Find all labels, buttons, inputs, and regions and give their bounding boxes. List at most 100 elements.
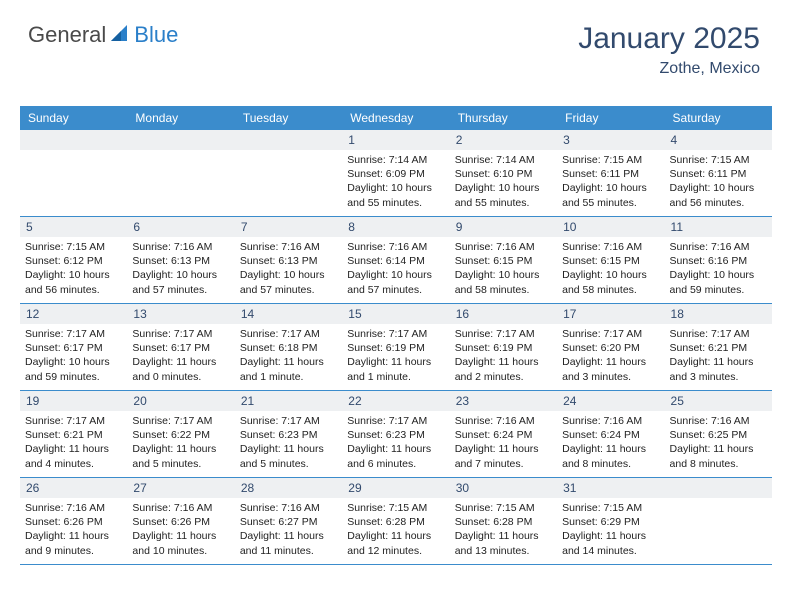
day-cell: 3Sunrise: 7:15 AMSunset: 6:11 PMDaylight…	[557, 130, 664, 216]
day-line: and 57 minutes.	[132, 283, 229, 297]
day-line: Sunrise: 7:16 AM	[455, 414, 552, 428]
day-number: 30	[450, 478, 557, 498]
day-number: 18	[665, 304, 772, 324]
day-body: Sunrise: 7:17 AMSunset: 6:17 PMDaylight:…	[20, 324, 127, 389]
day-line: Daylight: 11 hours	[670, 442, 767, 456]
day-line: Sunrise: 7:17 AM	[25, 327, 122, 341]
day-number: 19	[20, 391, 127, 411]
day-line: Daylight: 10 hours	[562, 181, 659, 195]
day-number: 28	[235, 478, 342, 498]
day-line: Daylight: 10 hours	[347, 181, 444, 195]
day-line: Sunset: 6:12 PM	[25, 254, 122, 268]
day-line: Sunrise: 7:16 AM	[132, 240, 229, 254]
day-line: Sunset: 6:22 PM	[132, 428, 229, 442]
day-body: Sunrise: 7:17 AMSunset: 6:17 PMDaylight:…	[127, 324, 234, 389]
day-number: 12	[20, 304, 127, 324]
week-row: 19Sunrise: 7:17 AMSunset: 6:21 PMDayligh…	[20, 391, 772, 478]
day-number: 16	[450, 304, 557, 324]
day-line: Sunrise: 7:15 AM	[562, 501, 659, 515]
day-line: Sunrise: 7:17 AM	[132, 414, 229, 428]
day-line: Daylight: 11 hours	[240, 442, 337, 456]
day-body: Sunrise: 7:16 AMSunset: 6:24 PMDaylight:…	[557, 411, 664, 476]
day-cell: 10Sunrise: 7:16 AMSunset: 6:15 PMDayligh…	[557, 217, 664, 303]
day-number: 10	[557, 217, 664, 237]
day-body: Sunrise: 7:15 AMSunset: 6:28 PMDaylight:…	[450, 498, 557, 563]
day-body: Sunrise: 7:16 AMSunset: 6:24 PMDaylight:…	[450, 411, 557, 476]
day-line: and 58 minutes.	[455, 283, 552, 297]
day-cell: 2Sunrise: 7:14 AMSunset: 6:10 PMDaylight…	[450, 130, 557, 216]
day-line: Sunrise: 7:17 AM	[562, 327, 659, 341]
day-line: Daylight: 10 hours	[455, 268, 552, 282]
day-line: Sunset: 6:19 PM	[347, 341, 444, 355]
day-cell: 28Sunrise: 7:16 AMSunset: 6:27 PMDayligh…	[235, 478, 342, 564]
day-cell: 31Sunrise: 7:15 AMSunset: 6:29 PMDayligh…	[557, 478, 664, 564]
day-line: Sunset: 6:29 PM	[562, 515, 659, 529]
day-line: Sunrise: 7:17 AM	[25, 414, 122, 428]
day-cell	[127, 130, 234, 216]
day-cell: 12Sunrise: 7:17 AMSunset: 6:17 PMDayligh…	[20, 304, 127, 390]
day-number: 2	[450, 130, 557, 150]
day-header-mon: Monday	[127, 106, 234, 130]
day-line: and 57 minutes.	[240, 283, 337, 297]
day-line: Sunrise: 7:16 AM	[347, 240, 444, 254]
day-line: and 5 minutes.	[240, 457, 337, 471]
day-line: Sunset: 6:14 PM	[347, 254, 444, 268]
day-body	[665, 498, 772, 506]
day-line: Sunset: 6:26 PM	[25, 515, 122, 529]
day-line: Sunset: 6:23 PM	[347, 428, 444, 442]
day-number: 6	[127, 217, 234, 237]
day-body: Sunrise: 7:16 AMSunset: 6:26 PMDaylight:…	[127, 498, 234, 563]
logo-sail-icon	[109, 23, 131, 48]
day-line: and 3 minutes.	[562, 370, 659, 384]
day-cell: 7Sunrise: 7:16 AMSunset: 6:13 PMDaylight…	[235, 217, 342, 303]
day-cell: 6Sunrise: 7:16 AMSunset: 6:13 PMDaylight…	[127, 217, 234, 303]
day-cell: 5Sunrise: 7:15 AMSunset: 6:12 PMDaylight…	[20, 217, 127, 303]
day-body	[235, 150, 342, 158]
day-cell: 13Sunrise: 7:17 AMSunset: 6:17 PMDayligh…	[127, 304, 234, 390]
day-number: 17	[557, 304, 664, 324]
day-body	[127, 150, 234, 158]
day-line: Daylight: 11 hours	[132, 529, 229, 543]
day-cell: 24Sunrise: 7:16 AMSunset: 6:24 PMDayligh…	[557, 391, 664, 477]
week-row: 1Sunrise: 7:14 AMSunset: 6:09 PMDaylight…	[20, 130, 772, 217]
day-line: Sunset: 6:27 PM	[240, 515, 337, 529]
day-line: Sunrise: 7:15 AM	[347, 501, 444, 515]
day-line: Sunrise: 7:14 AM	[455, 153, 552, 167]
day-cell: 18Sunrise: 7:17 AMSunset: 6:21 PMDayligh…	[665, 304, 772, 390]
day-line: Sunrise: 7:16 AM	[25, 501, 122, 515]
day-line: and 5 minutes.	[132, 457, 229, 471]
day-cell: 4Sunrise: 7:15 AMSunset: 6:11 PMDaylight…	[665, 130, 772, 216]
day-header-sun: Sunday	[20, 106, 127, 130]
day-cell: 21Sunrise: 7:17 AMSunset: 6:23 PMDayligh…	[235, 391, 342, 477]
day-line: Sunset: 6:24 PM	[455, 428, 552, 442]
day-line: Sunset: 6:11 PM	[562, 167, 659, 181]
day-number: 7	[235, 217, 342, 237]
day-body: Sunrise: 7:16 AMSunset: 6:25 PMDaylight:…	[665, 411, 772, 476]
day-header-row: Sunday Monday Tuesday Wednesday Thursday…	[20, 106, 772, 130]
day-line: and 59 minutes.	[670, 283, 767, 297]
day-number: 23	[450, 391, 557, 411]
day-line: Sunset: 6:19 PM	[455, 341, 552, 355]
day-line: and 7 minutes.	[455, 457, 552, 471]
day-number: 22	[342, 391, 449, 411]
day-number: 31	[557, 478, 664, 498]
day-line: Daylight: 10 hours	[132, 268, 229, 282]
day-line: Sunset: 6:16 PM	[670, 254, 767, 268]
day-body: Sunrise: 7:16 AMSunset: 6:15 PMDaylight:…	[450, 237, 557, 302]
day-number	[665, 478, 772, 498]
day-cell: 11Sunrise: 7:16 AMSunset: 6:16 PMDayligh…	[665, 217, 772, 303]
day-line: Daylight: 11 hours	[347, 355, 444, 369]
day-header-sat: Saturday	[665, 106, 772, 130]
day-number	[20, 130, 127, 150]
day-line: Daylight: 11 hours	[347, 529, 444, 543]
day-line: Daylight: 11 hours	[455, 355, 552, 369]
day-line: and 0 minutes.	[132, 370, 229, 384]
day-line: Sunrise: 7:16 AM	[455, 240, 552, 254]
day-body: Sunrise: 7:16 AMSunset: 6:27 PMDaylight:…	[235, 498, 342, 563]
day-header-fri: Friday	[557, 106, 664, 130]
logo-text-blue: Blue	[134, 22, 178, 48]
day-line: and 10 minutes.	[132, 544, 229, 558]
day-number: 27	[127, 478, 234, 498]
day-line: Sunrise: 7:15 AM	[562, 153, 659, 167]
day-number	[127, 130, 234, 150]
